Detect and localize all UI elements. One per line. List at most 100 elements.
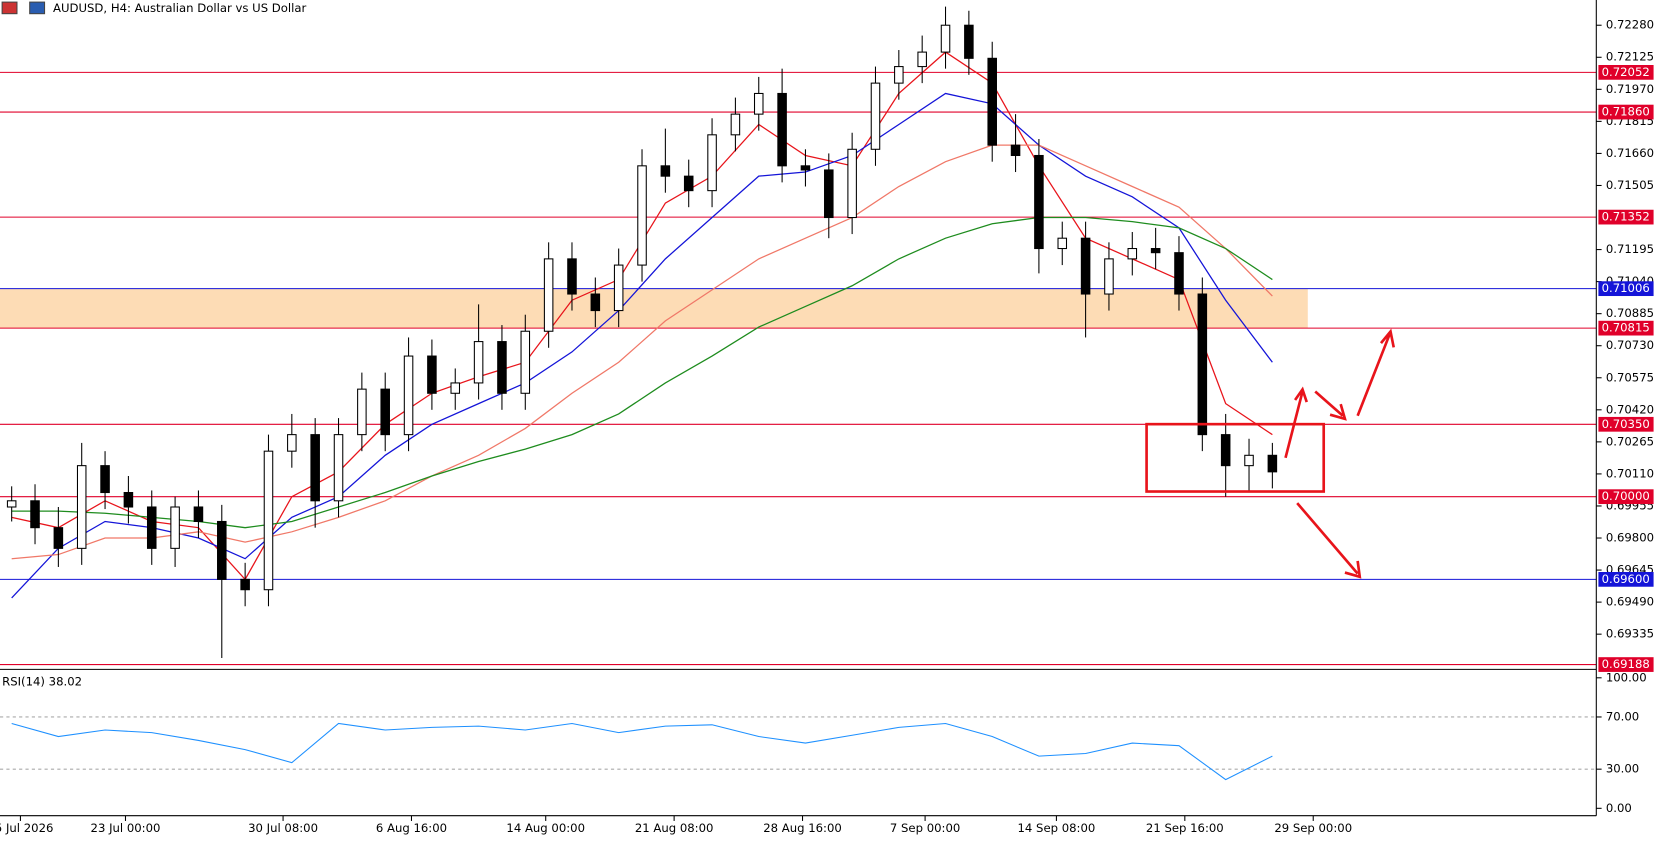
- y-tick-label: 0.72125: [1606, 50, 1654, 64]
- candle-body: [310, 434, 320, 502]
- candle-body: [450, 382, 461, 394]
- candle-body: [917, 51, 927, 68]
- y-tick-label: 30.00: [1606, 762, 1639, 776]
- x-tick-label: 29 Sep 00:00: [1274, 821, 1352, 835]
- y-tick-label: 0.00: [1606, 801, 1632, 815]
- candle-body: [357, 388, 367, 436]
- level-label-box: [1598, 657, 1654, 672]
- candle-body: [1034, 154, 1044, 250]
- candle-layer: [6, 6, 1278, 658]
- rsi-title: RSI(14) 38.02: [2, 675, 82, 689]
- y-tick-label: 0.70575: [1606, 370, 1654, 384]
- arrow-down-short: [1314, 390, 1347, 421]
- level-label: 0.71860: [1602, 105, 1650, 119]
- y-tick-label: 0.70730: [1606, 338, 1654, 352]
- candle-body: [567, 258, 577, 295]
- y-tick-label: 70.00: [1606, 709, 1639, 723]
- y-tick-label: 0.72280: [1606, 18, 1654, 32]
- rsi-line: [11, 722, 1273, 781]
- level-label-box: [1598, 104, 1654, 120]
- y-tick-label: 0.71970: [1606, 82, 1654, 96]
- x-tick-label: 7 Sep 00:00: [890, 821, 960, 835]
- x-tick-label: 21 Sep 16:00: [1146, 821, 1224, 835]
- x-tick-label: 14 Aug 00:00: [506, 821, 585, 835]
- candle-body: [240, 578, 250, 591]
- level-label: 0.72052: [1602, 65, 1650, 79]
- candle-body: [1174, 252, 1184, 295]
- candle-body: [100, 465, 110, 494]
- candle-body: [76, 465, 87, 549]
- candle-body: [870, 82, 881, 150]
- candle-body: [800, 165, 811, 171]
- level-label-box: [1598, 489, 1654, 505]
- candle-body: [1197, 293, 1208, 436]
- y-tick-label: 0.69490: [1606, 595, 1654, 609]
- level-label: 0.70000: [1602, 489, 1650, 503]
- level-label: 0.69600: [1602, 572, 1650, 586]
- candle-body: [520, 330, 531, 394]
- zone-layer: [0, 288, 1308, 329]
- zone: [0, 288, 1308, 329]
- candle-body: [193, 506, 204, 523]
- candle-body: [287, 434, 297, 452]
- y-tick-label: 100.00: [1606, 670, 1647, 684]
- candle-body: [1010, 144, 1021, 157]
- range-box: [1145, 422, 1326, 493]
- level-label: 0.69188: [1602, 657, 1650, 671]
- y-tick-label: 0.71505: [1606, 178, 1654, 192]
- candle-body: [1080, 237, 1091, 295]
- candle-body: [707, 134, 717, 192]
- candle-body: [940, 24, 951, 53]
- candle-body: [777, 92, 787, 167]
- candle-body: [1244, 454, 1254, 467]
- x-tick-label: 23 Jul 00:00: [91, 821, 161, 835]
- candle-body: [894, 66, 904, 84]
- candle-body: [217, 520, 227, 580]
- candle-body: [964, 24, 974, 59]
- y-tick-label: 0.71660: [1606, 146, 1654, 160]
- y-tick-label: 0.69800: [1606, 531, 1654, 545]
- candle-body: [847, 148, 857, 219]
- x-tick-label: 28 Aug 16:00: [763, 821, 842, 835]
- candle-body: [497, 341, 507, 394]
- level-label-box: [1598, 416, 1654, 432]
- y-tick-label: 0.71195: [1606, 242, 1654, 256]
- candle-body: [683, 175, 694, 192]
- candle-body: [753, 92, 764, 115]
- candle-body: [1150, 248, 1161, 254]
- toolbar-icon[interactable]: [1, 1, 18, 15]
- y-tick-label: 0.70110: [1606, 466, 1654, 480]
- candle-body: [333, 434, 344, 502]
- x-tick-label: 30 Jul 08:00: [248, 821, 318, 835]
- level-label: 0.70350: [1602, 417, 1650, 431]
- arrow-up-long: [1356, 328, 1396, 417]
- candle-body: [1104, 258, 1114, 295]
- x-tick-label: 21 Aug 08:00: [635, 821, 714, 835]
- candle-body: [427, 355, 437, 394]
- x-tick-label: 14 Sep 08:00: [1018, 821, 1096, 835]
- candle-body: [613, 264, 624, 312]
- y-tick-label: 0.70885: [1606, 306, 1654, 320]
- y-tick-label: 0.70420: [1606, 402, 1654, 416]
- candle-body: [53, 527, 64, 549]
- x-tick-label: 15 Jul 2026: [0, 821, 53, 835]
- candle-body: [1267, 454, 1278, 473]
- candle-body: [123, 492, 134, 508]
- candle-body: [263, 450, 274, 591]
- candle-body: [824, 169, 834, 219]
- candle-body: [987, 57, 997, 146]
- candle-body: [730, 113, 741, 136]
- candle-body: [30, 500, 40, 529]
- candle-body: [1057, 237, 1068, 250]
- level-label: 0.71006: [1602, 281, 1650, 295]
- annotations: [1145, 328, 1396, 579]
- candle-body: [1220, 434, 1231, 467]
- level-label: 0.70815: [1602, 321, 1650, 335]
- candle-body: [380, 388, 390, 436]
- arrow-up: [1284, 386, 1308, 459]
- candle-body: [473, 341, 484, 384]
- toolbar-icon[interactable]: [29, 1, 46, 15]
